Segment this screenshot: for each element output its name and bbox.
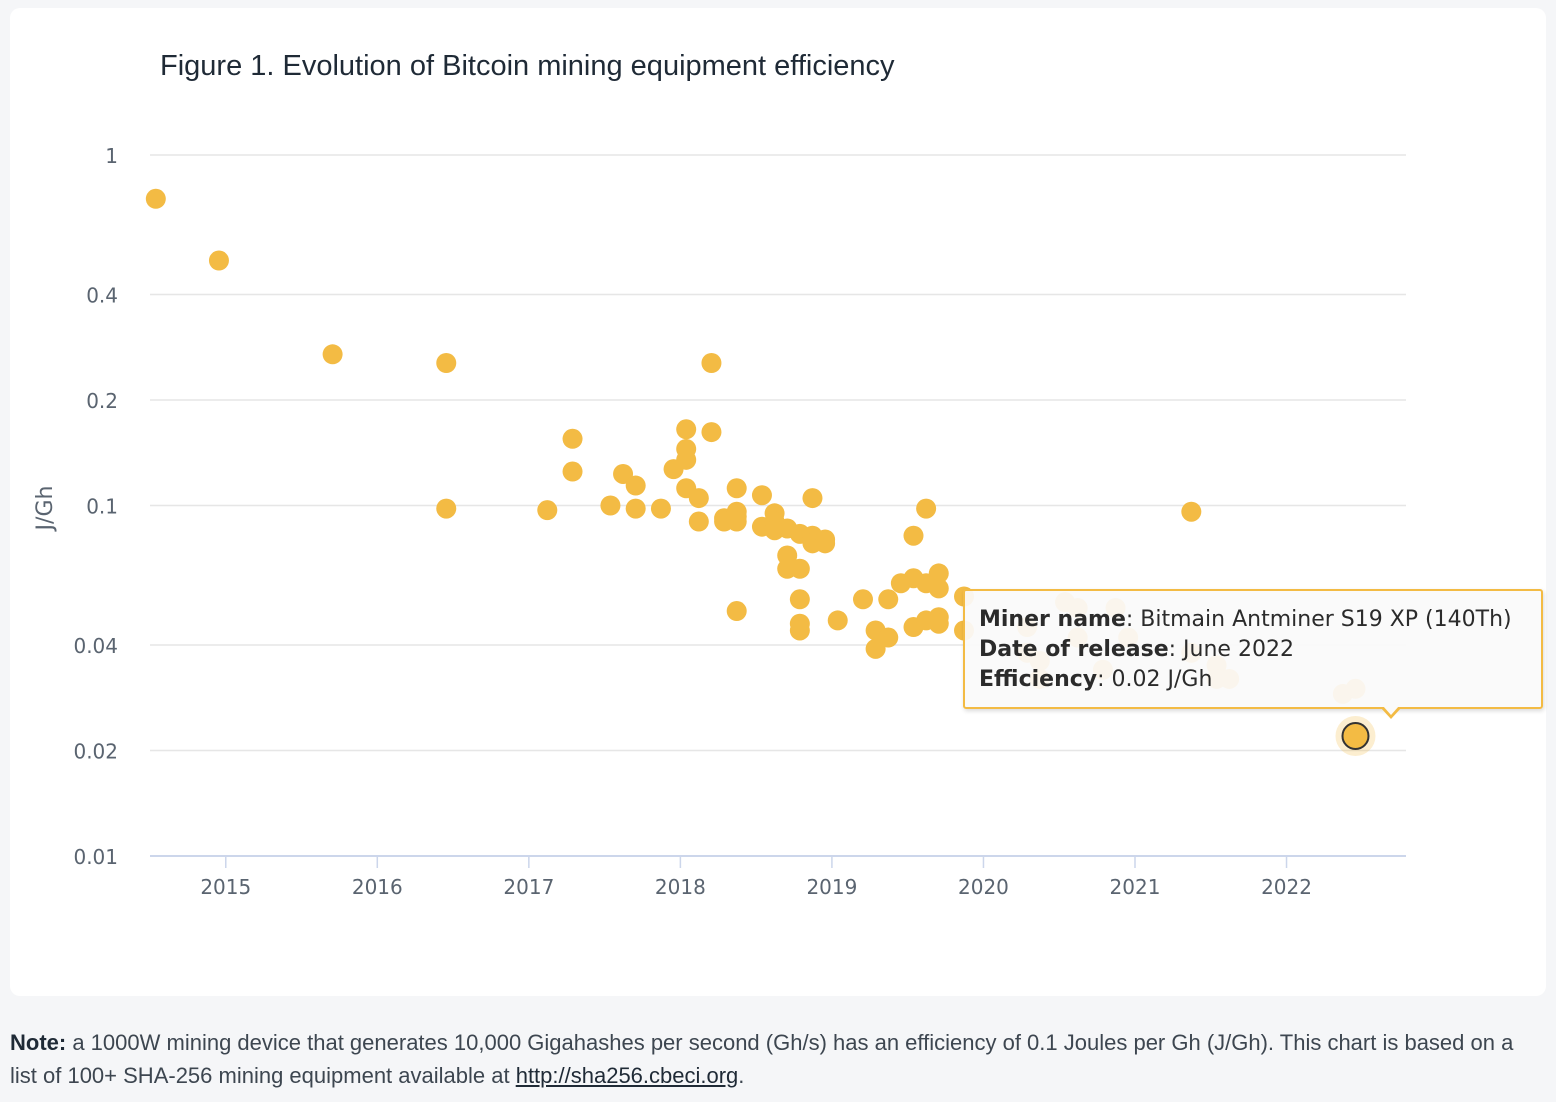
data-point[interactable] <box>562 461 583 482</box>
data-point[interactable] <box>145 188 166 209</box>
data-point[interactable] <box>676 449 697 470</box>
y-tick-label: 0.2 <box>86 389 118 413</box>
data-point[interactable] <box>789 620 810 641</box>
y-tick-labels: 1 0.4 0.2 0.1 0.04 0.02 0.01 <box>73 144 118 869</box>
tooltip-miner-value: : Bitmain Antminer S19 XP (140Th) <box>1125 607 1512 632</box>
data-point[interactable] <box>928 613 949 634</box>
tooltip-efficiency-label: Efficiency <box>979 667 1098 692</box>
x-tick-label: 2018 <box>655 875 706 899</box>
tooltip-date-row: Date of release: June 2022 <box>979 635 1527 665</box>
data-point[interactable] <box>562 428 583 449</box>
y-tick-label: 0.4 <box>86 283 118 307</box>
data-point[interactable] <box>701 422 722 443</box>
data-point[interactable] <box>878 627 899 648</box>
note-label: Note: <box>10 1030 67 1055</box>
y-tick-label: 0.02 <box>73 739 118 763</box>
data-point[interactable] <box>625 498 646 519</box>
tooltip: Miner name: Bitmain Antminer S19 XP (140… <box>963 589 1543 709</box>
data-point[interactable] <box>751 485 772 506</box>
x-tick-label: 2015 <box>200 875 251 899</box>
data-point[interactable] <box>916 498 937 519</box>
data-point[interactable] <box>802 488 823 509</box>
data-point[interactable] <box>676 419 697 440</box>
chart-note: Note: a 1000W mining device that generat… <box>10 1026 1530 1092</box>
tooltip-efficiency-row: Efficiency: 0.02 J/Gh <box>979 665 1527 695</box>
y-tick-label: 0.1 <box>86 495 118 519</box>
note-end: . <box>738 1063 745 1088</box>
data-point[interactable] <box>827 610 848 631</box>
data-point[interactable] <box>650 498 671 519</box>
data-point[interactable] <box>701 353 722 374</box>
y-tick-label: 0.04 <box>73 634 118 658</box>
data-point[interactable] <box>726 601 747 622</box>
data-point[interactable] <box>208 250 229 271</box>
data-point[interactable] <box>928 563 949 584</box>
data-point[interactable] <box>688 488 709 509</box>
x-tick-label: 2021 <box>1110 875 1161 899</box>
chart-title: Figure 1. Evolution of Bitcoin mining eq… <box>160 50 895 82</box>
x-tick-label: 2016 <box>352 875 403 899</box>
data-point[interactable] <box>815 533 836 554</box>
tooltip-pointer-inner <box>1383 706 1399 715</box>
data-point[interactable] <box>625 475 646 496</box>
data-point[interactable] <box>436 353 457 374</box>
tooltip-efficiency-value: : 0.02 J/Gh <box>1097 667 1213 692</box>
scatter-plot[interactable]: 10.40.20.10.040.020.01 2015 2016 2017 2018 2… <box>0 0 1556 1000</box>
y-tick-label: 1 <box>105 144 118 168</box>
data-point[interactable] <box>726 478 747 499</box>
data-point[interactable] <box>726 511 747 532</box>
data-point[interactable] <box>789 558 810 579</box>
tooltip-date-value: : June 2022 <box>1168 637 1294 662</box>
highlighted-point <box>1335 715 1376 756</box>
data-point[interactable] <box>613 463 634 484</box>
y-tick-label: 0.01 <box>73 845 118 869</box>
data-point[interactable] <box>903 525 924 546</box>
x-tick-label: 2022 <box>1261 875 1312 899</box>
data-point[interactable] <box>878 589 899 610</box>
note-link[interactable]: http://sha256.cbeci.org <box>515 1063 739 1088</box>
data-point[interactable] <box>928 578 949 599</box>
data-point[interactable] <box>537 500 558 521</box>
note-text: a 1000W mining device that generates 10,… <box>10 1030 1514 1088</box>
y-axis-label: J/Gh <box>33 486 58 533</box>
tooltip-miner-label: Miner name <box>979 607 1126 632</box>
data-point[interactable] <box>436 498 457 519</box>
data-point[interactable] <box>789 589 810 610</box>
x-tick-label: 2017 <box>503 875 554 899</box>
data-point[interactable] <box>1181 501 1202 522</box>
data-point[interactable] <box>688 511 709 532</box>
tooltip-miner-row: Miner name: Bitmain Antminer S19 XP (140… <box>979 605 1527 635</box>
highlighted-point[interactable] <box>1341 721 1370 750</box>
data-point[interactable] <box>600 495 621 516</box>
data-point[interactable] <box>322 344 343 365</box>
chart-card <box>10 8 1546 996</box>
x-tick-labels: 2015 2016 2017 2018 2019 2020 2021 2022 <box>200 875 1312 899</box>
x-tick-label: 2019 <box>806 875 857 899</box>
data-point[interactable] <box>852 589 873 610</box>
tooltip-date-label: Date of release <box>979 637 1169 662</box>
x-tick-label: 2020 <box>958 875 1009 899</box>
